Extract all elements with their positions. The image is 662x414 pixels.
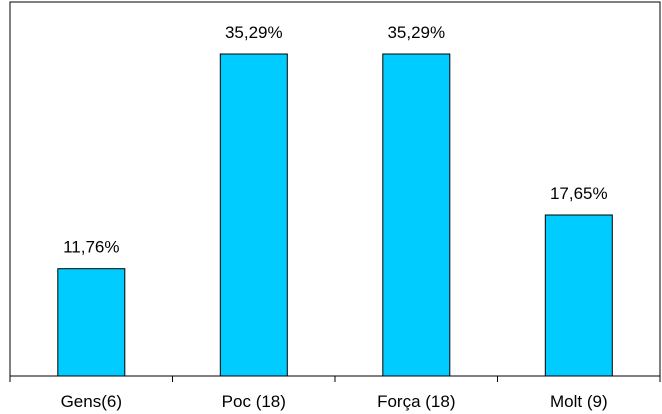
x-tick-label-forca-18: Força (18) [377,392,455,411]
bars-group [57,53,613,377]
bar-poc-18 [219,53,288,377]
data-labels-group: 11,76% 35,29% 35,29% 17,65% [63,23,608,257]
data-label-molt-9: 17,65% [550,184,608,203]
x-tick-label-molt-9: Molt (9) [550,392,608,411]
bar-gens-6 [57,268,126,377]
x-axis-tick-labels-group: Gens(6) Poc (18) Força (18) Molt (9) [61,392,608,411]
x-tick-label-poc-18: Poc (18) [222,392,286,411]
bar-molt-9 [544,214,613,377]
x-tick-label-gens-6: Gens(6) [61,392,122,411]
x-axis-ticks-group [9,376,661,382]
data-label-poc-18: 35,29% [225,23,283,42]
data-label-forca-18: 35,29% [387,23,445,42]
bar-forca-18 [382,53,451,377]
data-label-gens-6: 11,76% [63,238,119,257]
